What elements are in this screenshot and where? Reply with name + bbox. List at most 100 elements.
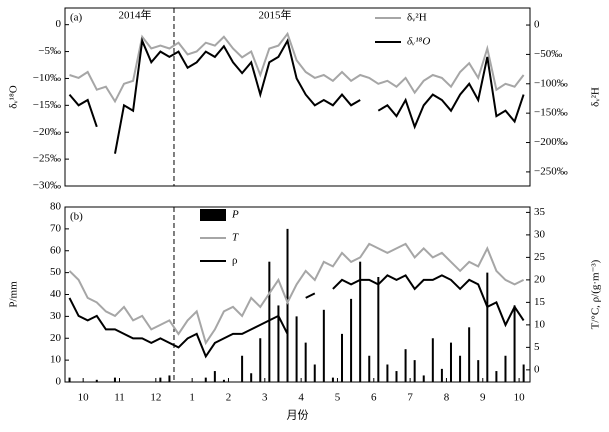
bar bbox=[395, 371, 398, 382]
bar bbox=[168, 375, 171, 382]
bar bbox=[68, 377, 71, 382]
y-tick-label: 0 bbox=[56, 18, 62, 30]
y2-tick-label: −100‰ bbox=[534, 77, 568, 89]
x-tick-label: 1 bbox=[189, 392, 195, 404]
x-tick-label: 10 bbox=[78, 392, 90, 404]
bar bbox=[159, 377, 162, 382]
x-tick-label: 9 bbox=[480, 392, 486, 404]
bar bbox=[277, 305, 280, 382]
y-axis-title: P/mm bbox=[8, 281, 20, 308]
x-tick-label: 11 bbox=[114, 392, 125, 404]
bar bbox=[259, 338, 262, 382]
y-tick-label: 70 bbox=[50, 222, 62, 234]
bar bbox=[495, 371, 498, 382]
bar bbox=[468, 327, 471, 382]
bar bbox=[359, 261, 362, 382]
bar bbox=[213, 371, 216, 382]
x-tick-label: 3 bbox=[262, 392, 268, 404]
y-tick-label: −10‰ bbox=[33, 72, 61, 84]
x-tick-label: 2 bbox=[226, 392, 232, 404]
y2-tick-label: −150‰ bbox=[534, 107, 568, 119]
bar bbox=[313, 364, 316, 382]
y2-tick-label: 0 bbox=[534, 19, 540, 31]
y2-tick-label: 35 bbox=[534, 206, 546, 218]
x-tick-label: 12 bbox=[150, 392, 161, 404]
bar bbox=[504, 355, 507, 382]
y-tick-label: 60 bbox=[50, 244, 62, 256]
bar bbox=[350, 298, 353, 382]
legend-label: P bbox=[231, 209, 239, 221]
annotation: 2014年 bbox=[119, 8, 152, 22]
panel-label: (b) bbox=[70, 211, 83, 223]
y2-tick-label: 30 bbox=[534, 228, 546, 240]
bar bbox=[241, 355, 244, 382]
y2-tick-label: 20 bbox=[534, 273, 546, 285]
x-tick-label: 10 bbox=[514, 392, 526, 404]
bar bbox=[477, 360, 480, 382]
y2-tick-label: −250‰ bbox=[534, 165, 568, 177]
bar bbox=[422, 375, 425, 382]
y2-tick-label: 0 bbox=[534, 363, 540, 375]
bar bbox=[250, 373, 253, 382]
bar bbox=[486, 272, 489, 382]
bar bbox=[404, 349, 407, 382]
bar bbox=[341, 333, 344, 382]
bar bbox=[368, 355, 371, 382]
y2-axis-title: δᵥ²H bbox=[590, 87, 602, 107]
y2-tick-label: 15 bbox=[534, 296, 546, 308]
legend-label: δᵥ²H bbox=[407, 12, 427, 24]
bar bbox=[431, 338, 434, 382]
y-tick-label: −25‰ bbox=[33, 153, 61, 165]
y2-tick-label: −200‰ bbox=[534, 136, 568, 148]
legend-label: T bbox=[232, 232, 239, 244]
legend-label: ρ bbox=[232, 255, 238, 267]
y-tick-label: 50 bbox=[50, 266, 62, 278]
y-tick-label: −20‰ bbox=[33, 126, 61, 138]
bar bbox=[222, 379, 225, 382]
bar bbox=[295, 316, 298, 382]
bar bbox=[513, 305, 516, 382]
series-line bbox=[68, 37, 525, 154]
bar bbox=[331, 377, 334, 382]
bar bbox=[413, 360, 416, 382]
y2-tick-label: −50‰ bbox=[534, 48, 562, 60]
legend-label: δᵥ¹⁸O bbox=[407, 36, 430, 48]
y-tick-label: −15‰ bbox=[33, 99, 61, 111]
x-tick-label: 5 bbox=[335, 392, 341, 404]
legend-swatch bbox=[200, 209, 226, 221]
bar bbox=[440, 368, 443, 382]
bar bbox=[322, 309, 325, 382]
plot-frame bbox=[64, 7, 531, 187]
x-tick-label: 4 bbox=[298, 392, 304, 404]
y-tick-label: 0 bbox=[56, 376, 62, 388]
x-tick-label: 8 bbox=[444, 392, 450, 404]
bar bbox=[522, 364, 525, 382]
bar bbox=[113, 377, 116, 382]
x-axis-title: 月份 bbox=[287, 409, 309, 422]
series-line bbox=[68, 242, 525, 346]
bar bbox=[304, 342, 307, 382]
y2-tick-label: 25 bbox=[534, 251, 546, 263]
x-tick-label: 6 bbox=[371, 392, 377, 404]
series-line bbox=[68, 274, 525, 359]
bar bbox=[204, 377, 207, 382]
y-tick-label: 20 bbox=[50, 332, 62, 344]
bar bbox=[377, 277, 380, 382]
series-line bbox=[69, 31, 525, 104]
y-tick-label: 30 bbox=[50, 310, 62, 322]
bar bbox=[386, 364, 389, 382]
bar bbox=[459, 355, 462, 382]
y2-tick-label: 5 bbox=[534, 341, 540, 353]
bar bbox=[449, 342, 452, 382]
y-tick-label: 10 bbox=[50, 354, 62, 366]
y-tick-label: −30‰ bbox=[33, 180, 61, 192]
y-axis-title: δᵥ¹⁸O bbox=[8, 85, 20, 109]
bar bbox=[268, 261, 271, 382]
y-tick-label: 40 bbox=[50, 288, 62, 300]
y2-axis-title: T/°C, ρ/(g·m⁻³) bbox=[590, 259, 602, 329]
bar bbox=[286, 228, 289, 382]
x-tick-label: 7 bbox=[407, 392, 413, 404]
bar bbox=[95, 379, 98, 382]
panel-label: (a) bbox=[70, 12, 83, 24]
